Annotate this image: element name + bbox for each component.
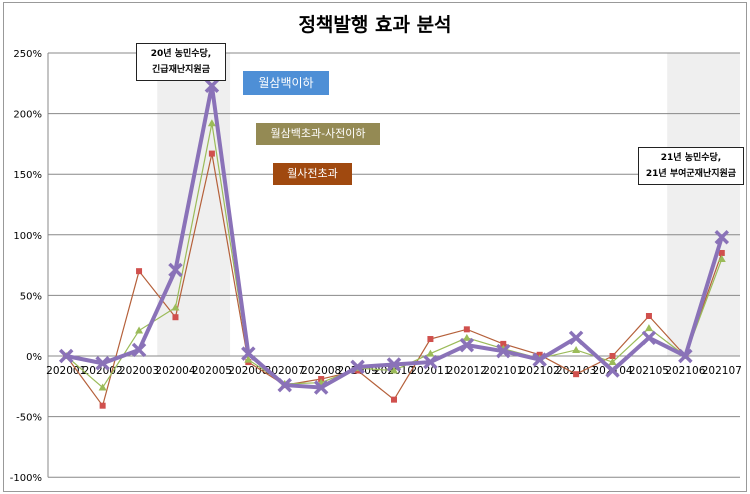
x-tick-label: 202001 xyxy=(46,365,86,377)
x-tick-label: 202004 xyxy=(155,365,195,377)
data-point-square xyxy=(427,336,434,343)
data-point-square xyxy=(573,371,580,378)
data-point-triangle xyxy=(644,324,653,332)
annotation-line: 긴급재난지원금 xyxy=(152,65,210,75)
legend-tag-1: 월삼백이하 xyxy=(243,71,329,95)
annotation-2020: 20년 농민수당, 긴급재난지원금 xyxy=(136,43,226,81)
data-point-triangle xyxy=(390,366,398,374)
data-point-x xyxy=(423,354,438,370)
data-point-x xyxy=(168,262,183,278)
data-point-square xyxy=(718,249,725,256)
data-point-square xyxy=(136,268,143,275)
x-tick-label: 202107 xyxy=(702,365,742,377)
annotation-2021: 21년 농민수당, 21년 부여군재난지원금 xyxy=(638,147,744,185)
data-point-triangle xyxy=(135,326,144,334)
annotation-line: 21년 부여군재난지원금 xyxy=(645,169,737,179)
data-point-square xyxy=(500,340,507,347)
data-point-triangle xyxy=(171,303,180,311)
data-point-x xyxy=(277,377,292,393)
data-point-square xyxy=(208,150,215,157)
data-point-square xyxy=(609,353,616,359)
x-tick-label: 202008 xyxy=(301,365,341,377)
data-point-x xyxy=(58,348,74,364)
data-point-square xyxy=(172,314,179,321)
data-point-triangle xyxy=(244,355,253,363)
data-point-x xyxy=(459,337,475,353)
data-point-x xyxy=(350,359,365,375)
data-point-x xyxy=(532,352,547,367)
data-point-square xyxy=(645,313,652,320)
data-point-x xyxy=(241,346,256,361)
y-tick-label: 250% xyxy=(13,49,42,60)
data-point-x xyxy=(641,330,657,346)
annotation-line: 20년 농민수당, xyxy=(150,49,212,59)
x-tick-label: 202011 xyxy=(410,365,450,377)
y-tick-label: -100% xyxy=(10,473,42,484)
data-point-x xyxy=(313,380,329,395)
data-point-x xyxy=(605,363,620,378)
chart-frame xyxy=(3,2,747,492)
x-tick-label: 202012 xyxy=(447,365,487,377)
data-point-x xyxy=(568,330,584,346)
data-point-triangle xyxy=(207,119,216,127)
data-point-triangle xyxy=(462,333,471,341)
data-point-x xyxy=(714,229,730,245)
data-point-triangle xyxy=(717,255,726,263)
chart-title: 정책발행 효과 분석 xyxy=(298,14,452,36)
data-point-square xyxy=(391,396,397,403)
data-point-x xyxy=(678,348,693,364)
data-point-x xyxy=(204,78,220,93)
legend-tag-3: 월사전초과 xyxy=(273,163,352,185)
x-tick-label: 202105 xyxy=(629,365,669,377)
annotation-line: 21년 농민수당, xyxy=(660,153,722,163)
data-point-x xyxy=(131,342,147,358)
y-tick-label: 0% xyxy=(26,352,42,363)
data-point-square xyxy=(99,402,106,409)
y-tick-label: 50% xyxy=(20,291,42,302)
highlight-band-0 xyxy=(157,53,231,356)
x-tick-label: 202003 xyxy=(119,365,159,377)
data-point-triangle xyxy=(426,349,435,357)
data-point-triangle xyxy=(608,358,617,366)
x-tick-label: 202005 xyxy=(192,365,232,377)
y-tick-label: 200% xyxy=(13,110,42,121)
highlight-band-1 xyxy=(667,53,740,356)
y-tick-label: 150% xyxy=(13,170,42,181)
legend-tag-2: 월삼백초과-사전이하 xyxy=(256,123,380,145)
data-point-x xyxy=(95,356,110,371)
x-tick-label: 202101 xyxy=(483,365,523,377)
data-point-x xyxy=(386,357,402,372)
x-tick-label: 202106 xyxy=(665,365,705,377)
data-point-x xyxy=(496,343,511,359)
x-tick-label: 202102 xyxy=(520,365,560,377)
y-tick-label: -50% xyxy=(16,413,42,424)
data-point-square xyxy=(463,326,470,333)
y-tick-label: 100% xyxy=(13,231,42,242)
x-tick-label: 202103 xyxy=(556,365,596,377)
data-point-triangle xyxy=(572,345,581,353)
data-point-triangle xyxy=(98,383,107,391)
